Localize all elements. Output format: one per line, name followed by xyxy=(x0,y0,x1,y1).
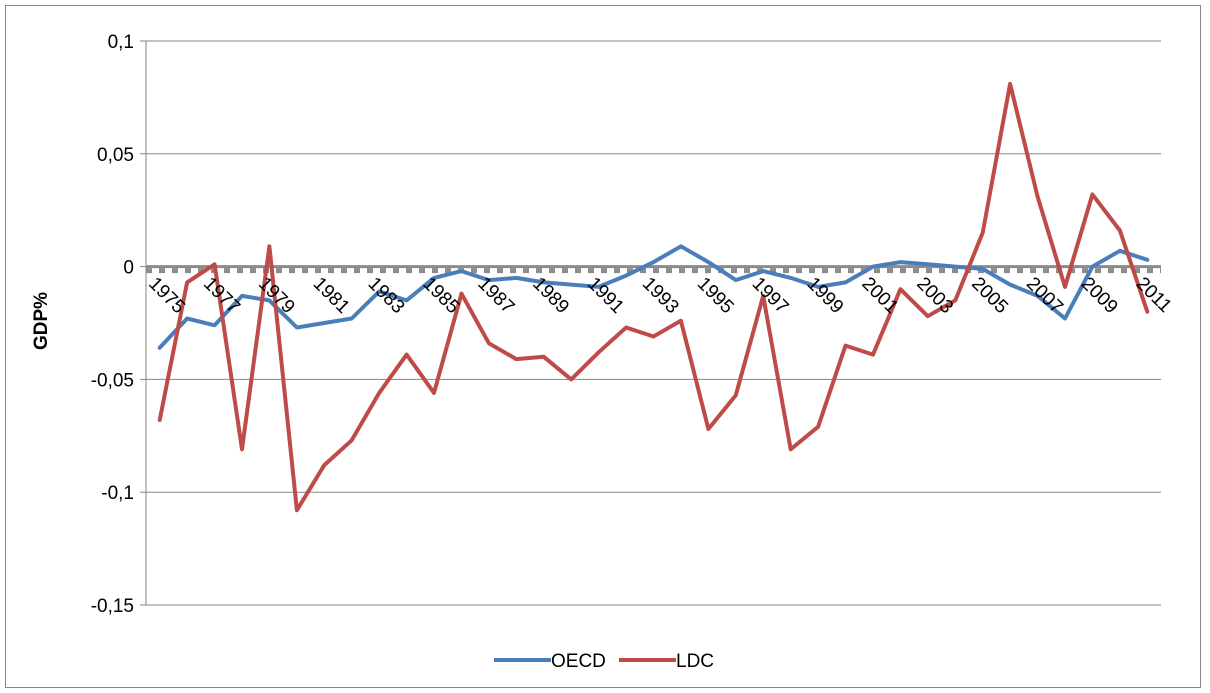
x-tick-label: 2001 xyxy=(857,273,902,318)
x-axis-ticks: 1975 1977 1979 1981 1983 1985 1987 1989 1991 1993… xyxy=(144,273,1175,318)
x-tick-label: 1999 xyxy=(803,273,848,318)
zero-line xyxy=(146,265,1161,274)
x-tick-label: 1981 xyxy=(309,273,354,318)
y-tick-label: 0 xyxy=(123,258,134,279)
y-axis-ticks: 0,1 0,05 0 -0,05 -0,1 -0,15 xyxy=(91,32,134,617)
x-tick-label: 1993 xyxy=(638,273,683,318)
legend-label-oecd: OECD xyxy=(551,651,606,672)
legend-label-ldc: LDC xyxy=(676,651,714,672)
y-tick-label: -0,1 xyxy=(101,483,134,504)
series-ldc-line xyxy=(157,81,1150,513)
y-tick-label: -0,15 xyxy=(91,596,134,617)
x-tick-label: 1983 xyxy=(364,273,409,318)
x-tick-label: 2007 xyxy=(1022,273,1067,318)
y-tick-label: -0,05 xyxy=(91,370,134,391)
y-axis-label: GDP% xyxy=(31,292,52,350)
gridlines xyxy=(140,40,1161,606)
y-tick-label: 0,1 xyxy=(108,32,134,53)
x-tick-label: 1991 xyxy=(583,273,628,318)
y-tick-label: 0,05 xyxy=(97,145,134,166)
x-tick-label: 1997 xyxy=(748,273,793,318)
series-oecd-line xyxy=(157,244,1150,350)
legend: OECD LDC xyxy=(494,651,714,672)
series-lines xyxy=(157,81,1150,513)
x-tick-label: 1995 xyxy=(693,273,738,318)
